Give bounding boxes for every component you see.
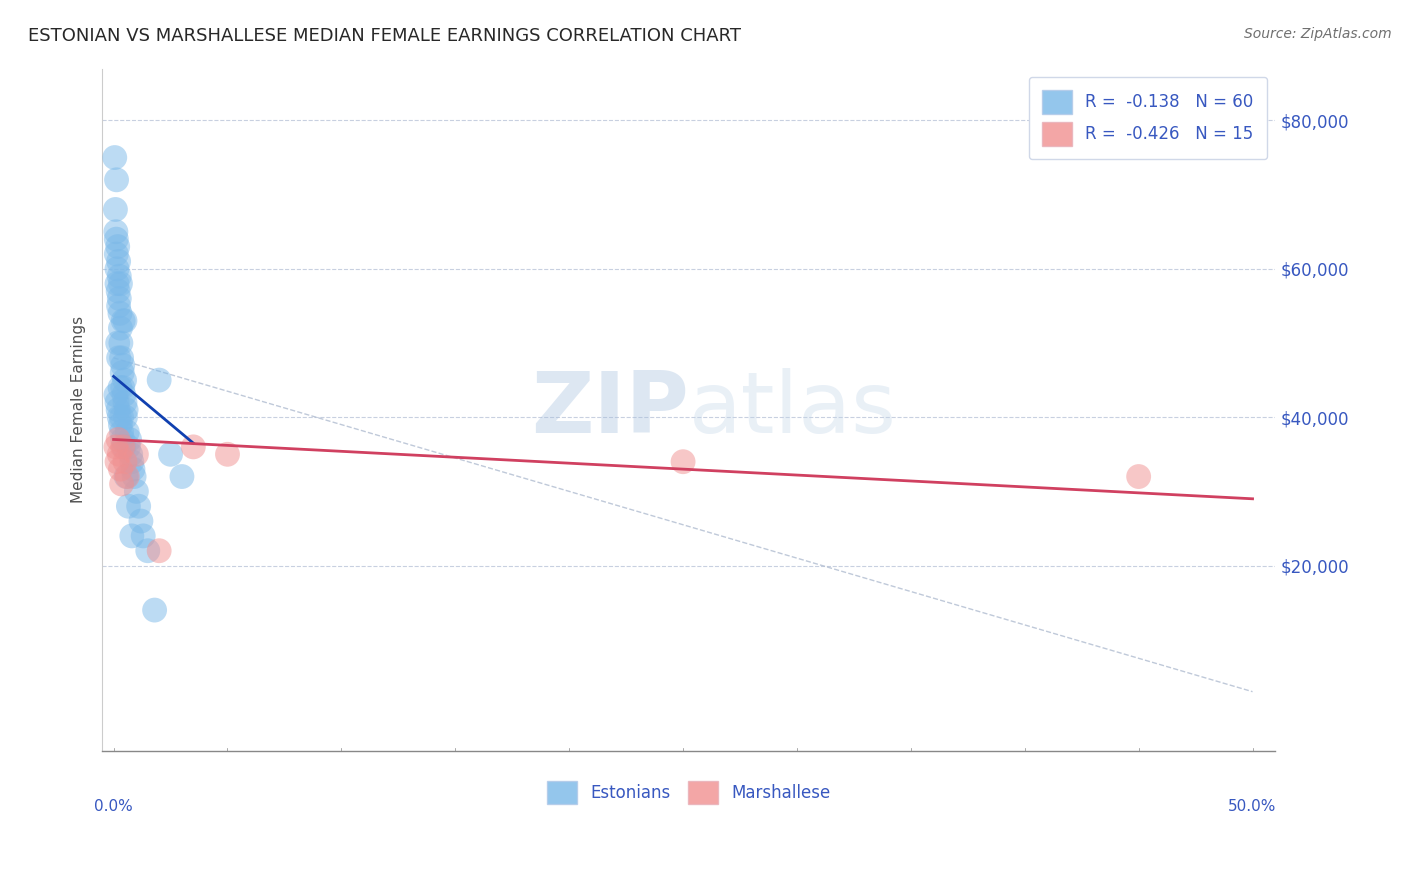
Point: [114, 373, 136, 387]
Point: [104, 440, 127, 454]
Point: [120, 447, 142, 461]
Point: [1128, 469, 1150, 483]
Text: ESTONIAN VS MARSHALLESE MEDIAN FEMALE EARNINGS CORRELATION CHART: ESTONIAN VS MARSHALLESE MEDIAN FEMALE EA…: [28, 27, 741, 45]
Text: 50.0%: 50.0%: [1229, 799, 1277, 814]
Point: [107, 299, 129, 313]
Point: [117, 500, 139, 514]
Point: [105, 277, 128, 291]
Point: [125, 484, 148, 499]
Point: [107, 336, 129, 351]
Point: [111, 380, 134, 394]
Point: [110, 351, 132, 365]
Point: [114, 410, 136, 425]
Point: [117, 440, 139, 454]
Point: [159, 447, 181, 461]
Point: [111, 366, 134, 380]
Point: [183, 440, 205, 454]
Point: [170, 469, 193, 483]
Point: [110, 277, 132, 291]
Point: [104, 225, 127, 239]
Point: [114, 395, 136, 409]
Text: Source: ZipAtlas.com: Source: ZipAtlas.com: [1244, 27, 1392, 41]
Point: [107, 433, 129, 447]
Y-axis label: Median Female Earnings: Median Female Earnings: [72, 317, 86, 503]
Point: [104, 202, 127, 217]
Point: [105, 247, 128, 261]
Point: [110, 425, 132, 439]
Point: [108, 410, 131, 425]
Point: [110, 417, 132, 432]
Point: [129, 514, 152, 528]
Point: [117, 425, 139, 439]
Point: [148, 543, 170, 558]
Point: [125, 447, 148, 461]
Point: [111, 433, 134, 447]
Point: [108, 292, 131, 306]
Point: [110, 477, 132, 491]
Point: [112, 440, 135, 454]
Point: [143, 603, 166, 617]
Point: [117, 469, 139, 483]
Point: [118, 433, 141, 447]
Point: [104, 388, 127, 402]
Point: [104, 151, 127, 165]
Point: [105, 455, 128, 469]
Point: [107, 284, 129, 298]
Point: [108, 306, 131, 320]
Text: ZIP: ZIP: [531, 368, 689, 451]
Text: 0.0%: 0.0%: [94, 799, 134, 814]
Point: [132, 529, 155, 543]
Point: [108, 269, 131, 284]
Point: [105, 232, 128, 246]
Point: [672, 455, 695, 469]
Point: [112, 314, 135, 328]
Point: [136, 543, 159, 558]
Point: [121, 455, 143, 469]
Point: [115, 469, 138, 483]
Point: [111, 440, 134, 454]
Point: [110, 410, 132, 425]
Point: [121, 529, 143, 543]
Point: [108, 447, 131, 461]
Point: [111, 358, 134, 372]
Point: [217, 447, 239, 461]
Point: [110, 336, 132, 351]
Point: [114, 455, 136, 469]
Point: [122, 462, 145, 476]
Point: [115, 402, 138, 417]
Point: [108, 380, 131, 394]
Point: [107, 239, 129, 253]
Point: [105, 173, 128, 187]
Point: [114, 314, 136, 328]
Point: [128, 500, 150, 514]
Point: [110, 462, 132, 476]
Point: [105, 261, 128, 276]
Point: [107, 402, 129, 417]
Point: [107, 351, 129, 365]
Point: [112, 388, 135, 402]
Text: atlas: atlas: [689, 368, 897, 451]
Point: [148, 373, 170, 387]
Legend: Estonians, Marshallese: Estonians, Marshallese: [541, 774, 837, 811]
Point: [107, 254, 129, 268]
Point: [122, 469, 145, 483]
Point: [105, 395, 128, 409]
Point: [110, 321, 132, 335]
